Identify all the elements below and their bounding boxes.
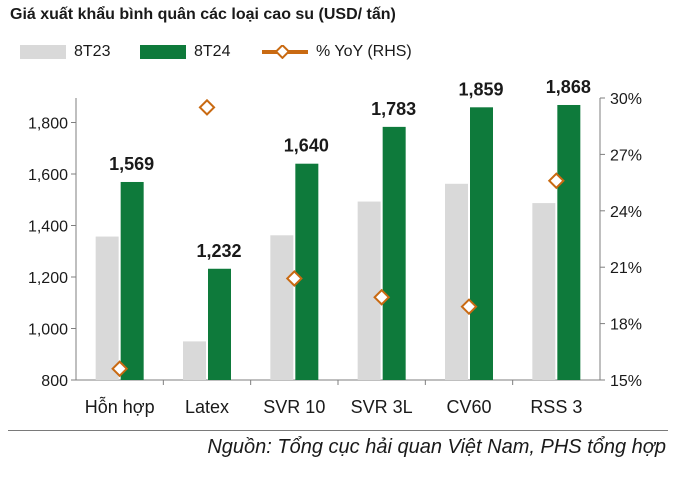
data-label-8t24: 1,783 (371, 99, 416, 119)
x-tick-label: RSS 3 (530, 397, 582, 417)
y-left-tick-label: 1,200 (28, 270, 68, 287)
y-right-tick-label: 21% (610, 260, 642, 277)
y-left-tick-label: 800 (41, 373, 68, 390)
bar-8t23 (270, 235, 294, 380)
bar-8t24 (295, 163, 319, 380)
legend-label-8t24: 8T24 (194, 43, 231, 60)
yoy-marker (547, 172, 565, 190)
chart-title: Giá xuất khẩu bình quân các loại cao su … (10, 6, 396, 23)
bar-8t23 (532, 203, 556, 380)
data-label-8t24: 1,640 (284, 136, 329, 156)
bar-8t24 (557, 104, 581, 381)
bar-8t24 (470, 107, 493, 381)
bar-8t23 (95, 236, 119, 380)
legend-item-8t23: 8T23 (20, 40, 110, 64)
y-right-tick-label: 18% (610, 317, 642, 334)
y-left-tick-label: 1,600 (28, 167, 68, 184)
bar-8t24 (382, 126, 406, 380)
legend: 8T23 8T24 % YoY (RHS) (8, 40, 668, 64)
legend-swatch-8t23 (20, 45, 66, 59)
y-left-tick-label: 1,400 (28, 219, 68, 236)
source-divider (8, 430, 668, 431)
legend-label-8t23: 8T23 (74, 43, 111, 60)
yoy-marker (111, 360, 129, 378)
chart-source: Nguồn: Tổng cục hải quan Việt Nam, PHS t… (207, 436, 666, 458)
bar-8t23 (183, 341, 206, 380)
chart-plot: 800 1,000 1,200 1,400 1,600 1,800 15% 18% 21% 24%… (28, 77, 642, 417)
bar-8t24 (120, 181, 144, 380)
legend-swatch-8t24 (140, 45, 186, 59)
yoy-marker (460, 298, 478, 316)
x-tick-label: Hỗn hợp (85, 396, 155, 417)
x-tick-label: SVR 10 (263, 397, 325, 417)
x-tick-label: CV60 (446, 397, 491, 417)
x-tick-label: Latex (185, 397, 229, 417)
yoy-marker (198, 98, 216, 116)
yoy-marker (373, 288, 391, 306)
bar-8t23 (445, 183, 468, 380)
x-tick-label: SVR 3L (351, 397, 413, 417)
y-left-tick-label: 1,800 (28, 116, 68, 133)
legend-item-yoy: % YoY (RHS) (262, 40, 412, 64)
data-label-8t24: 1,859 (458, 79, 503, 99)
data-label-8t24: 1,232 (196, 241, 241, 261)
y-right-tick-label: 24% (610, 204, 642, 221)
legend-label-yoy: % YoY (RHS) (316, 43, 412, 60)
legend-marker-yoy (262, 45, 308, 59)
data-label-8t24: 1,569 (109, 154, 154, 174)
y-right-tick-label: 15% (610, 373, 642, 390)
legend-item-8t24: 8T24 (140, 40, 230, 64)
yoy-marker (285, 269, 303, 287)
y-right-tick-label: 27% (610, 147, 642, 164)
bar-8t23 (357, 201, 381, 380)
data-label-8t24: 1,868 (546, 77, 591, 97)
bar-8t24 (208, 268, 231, 380)
y-right-tick-label: 30% (610, 91, 642, 108)
y-left-tick-label: 1,000 (28, 322, 68, 339)
